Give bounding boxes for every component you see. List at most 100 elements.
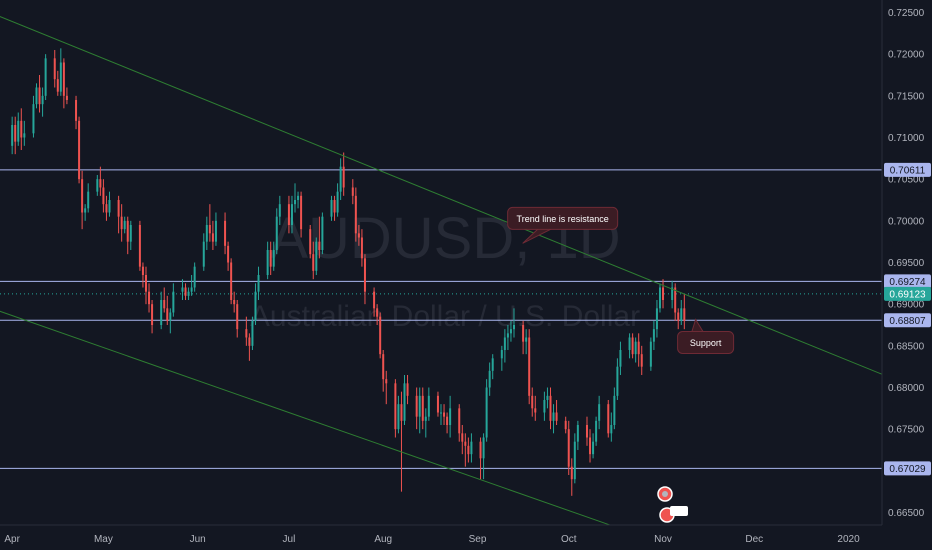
candle bbox=[233, 291, 236, 313]
candle-body bbox=[151, 304, 154, 325]
candle-body bbox=[555, 412, 558, 421]
candle bbox=[266, 241, 269, 280]
y-tick-label: 0.71000 bbox=[888, 133, 925, 144]
candle-body bbox=[534, 408, 537, 413]
candle bbox=[257, 266, 260, 300]
candle bbox=[318, 216, 321, 259]
candle-body bbox=[351, 187, 354, 196]
candle-body bbox=[318, 241, 321, 250]
candle-body bbox=[208, 225, 211, 234]
candle-body bbox=[443, 412, 446, 417]
candle bbox=[11, 116, 14, 155]
candle-body bbox=[512, 325, 515, 330]
candle-body bbox=[287, 204, 290, 225]
candle-body bbox=[464, 441, 467, 446]
candle bbox=[543, 391, 546, 421]
candle bbox=[342, 152, 345, 196]
candle-body bbox=[446, 416, 449, 425]
annotation-text: Support bbox=[690, 338, 722, 348]
candle bbox=[321, 212, 324, 255]
candle bbox=[363, 254, 366, 305]
candle bbox=[205, 216, 208, 250]
candle-body bbox=[163, 300, 166, 309]
price-badge-bg bbox=[884, 286, 931, 301]
candle bbox=[129, 220, 132, 250]
event-flag-icon[interactable] bbox=[662, 491, 668, 497]
trend-line-descending-channel-lower[interactable] bbox=[0, 309, 627, 532]
price-badge: 0.67029 bbox=[884, 461, 931, 476]
candle-body bbox=[573, 441, 576, 480]
candle bbox=[464, 433, 467, 467]
candle-body bbox=[406, 383, 409, 396]
candle-body bbox=[312, 254, 315, 271]
candle-body bbox=[117, 200, 120, 217]
candle-body bbox=[397, 404, 400, 430]
candle-body bbox=[120, 216, 123, 230]
candle-body bbox=[379, 316, 382, 355]
candle bbox=[564, 416, 567, 434]
candle-body bbox=[619, 350, 622, 367]
candle bbox=[117, 195, 120, 234]
candle bbox=[65, 87, 68, 105]
candle bbox=[613, 387, 616, 430]
candle-body bbox=[570, 466, 573, 480]
candle bbox=[394, 379, 397, 438]
candle-body bbox=[564, 420, 567, 430]
candle bbox=[525, 329, 528, 355]
candle bbox=[23, 120, 26, 146]
candle-body bbox=[275, 216, 278, 250]
candle-body bbox=[488, 370, 491, 388]
candle-body bbox=[248, 337, 251, 346]
candle bbox=[485, 379, 488, 442]
candle-body bbox=[546, 395, 549, 400]
candle bbox=[570, 458, 573, 496]
trend-line-descending-resistance[interactable] bbox=[0, 9, 895, 380]
candle-body bbox=[315, 241, 318, 271]
candle bbox=[251, 316, 254, 350]
candle bbox=[379, 312, 382, 359]
candle-body bbox=[56, 79, 59, 92]
y-tick-label: 0.67500 bbox=[888, 425, 925, 436]
event-flag-icon[interactable] bbox=[670, 506, 688, 516]
price-badge-bg bbox=[884, 313, 931, 328]
candle-body bbox=[126, 220, 129, 242]
candle-body bbox=[227, 245, 230, 263]
candle-body bbox=[607, 404, 610, 434]
candle bbox=[619, 341, 622, 375]
candle bbox=[275, 208, 278, 255]
candle-body bbox=[190, 287, 193, 292]
candle-body bbox=[81, 179, 84, 213]
candle-body bbox=[309, 229, 312, 255]
x-tick-label: Oct bbox=[561, 534, 577, 545]
candle bbox=[151, 300, 154, 334]
candle-body bbox=[11, 125, 14, 146]
candle-body bbox=[138, 225, 141, 267]
candle bbox=[567, 420, 570, 475]
candle-body bbox=[38, 87, 41, 105]
candle bbox=[506, 325, 509, 350]
annotation-callout[interactable]: Trend line is resistance bbox=[507, 206, 619, 244]
price-badge: 0.69123 bbox=[884, 286, 931, 301]
candle-body bbox=[129, 225, 132, 242]
candle-body bbox=[683, 308, 686, 321]
candle bbox=[287, 195, 290, 234]
candle bbox=[470, 433, 473, 463]
annotation-callout[interactable]: Support bbox=[677, 318, 735, 354]
candle bbox=[336, 183, 339, 217]
candle-body bbox=[576, 425, 579, 442]
candle-body bbox=[35, 87, 38, 105]
candle bbox=[187, 287, 190, 300]
candle-body bbox=[339, 166, 342, 192]
event-flags[interactable] bbox=[657, 486, 688, 523]
candle bbox=[108, 191, 111, 217]
candle-body bbox=[214, 220, 217, 242]
candle bbox=[330, 195, 333, 221]
candle-body bbox=[671, 287, 674, 300]
candle bbox=[202, 233, 205, 271]
candle-body bbox=[482, 437, 485, 459]
candle-body bbox=[53, 58, 56, 80]
candle-body bbox=[148, 291, 151, 305]
time-axis[interactable]: Apr May Jun Jul Aug Sep Oct Nov Dec 2020 bbox=[4, 534, 860, 545]
